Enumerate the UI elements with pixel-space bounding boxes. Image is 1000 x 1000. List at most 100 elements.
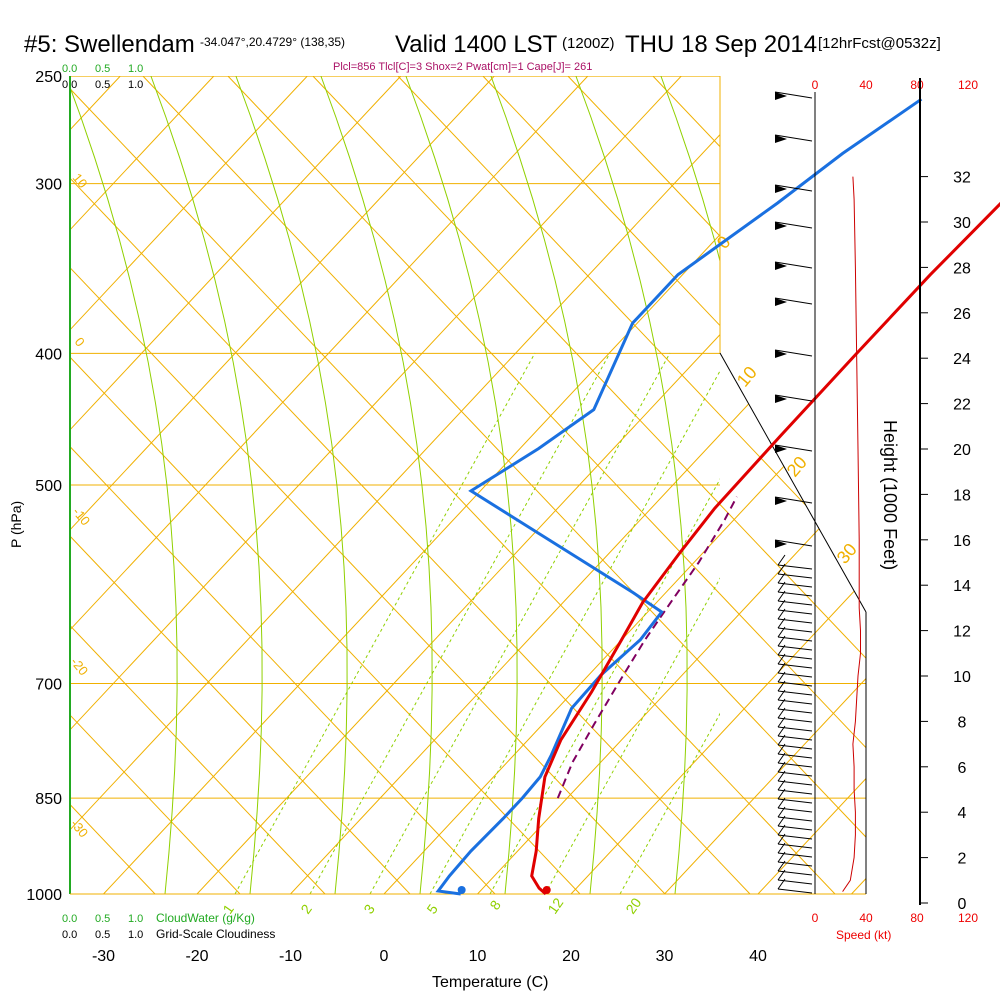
cloudiness-tick-bottom: 1.0	[128, 929, 143, 941]
wind-barb-feather	[777, 599, 786, 611]
cloudiness-tick-top: 1.0	[128, 79, 143, 91]
station-title: #5: Swellendam	[24, 31, 195, 58]
dry-adiabat-line	[70, 266, 666, 894]
speed-tick-label-top: 120	[958, 78, 978, 92]
dry-adiabat-line	[70, 714, 241, 894]
dry-adiabat-line	[70, 535, 411, 894]
wind-barb-feather	[777, 752, 786, 764]
temperature-line	[530, 201, 1000, 896]
dry-adiabat-line	[227, 76, 720, 595]
wind-barb-feather	[777, 653, 786, 665]
wind-barb-feather	[777, 734, 786, 746]
wind-barb	[774, 349, 813, 357]
moist-adiabat-label: -10	[70, 504, 94, 528]
speed-tick-label-bottom: 40	[859, 911, 873, 925]
frame-diagonal	[719, 352, 867, 613]
pressure-tick-label: 300	[35, 177, 62, 194]
dry-adiabat-label: 20	[783, 452, 811, 480]
dry-adiabat-line	[312, 76, 720, 506]
wind-barb-feather	[777, 617, 786, 629]
isotherm-line	[290, 433, 720, 894]
height-tick-label: 20	[953, 442, 971, 459]
wind-barb-feather	[777, 563, 786, 575]
wind-barb-feather	[777, 761, 786, 773]
wind-barb	[774, 297, 813, 305]
wind-barb-feather	[777, 572, 786, 584]
wind-barb-feather	[777, 554, 786, 566]
cloudwater-tick-bottom: 0.5	[95, 913, 110, 925]
height-tick-label: 2	[958, 851, 967, 868]
station-coords: -34.047°,20.4729° (138,35)	[200, 35, 345, 49]
isotherm-line	[570, 733, 720, 894]
wind-barb-feather	[777, 725, 786, 737]
mixing-ratio-line	[429, 370, 720, 894]
wind-barbs	[774, 91, 813, 894]
dewpoint-line	[435, 97, 923, 896]
pressure-tick-label: 700	[35, 677, 62, 694]
wind-barb-flag	[775, 540, 787, 548]
speed-tick-label-bottom: 120	[958, 911, 978, 925]
wind-barb-feather	[777, 779, 786, 791]
dry-adiabat-line	[70, 624, 326, 894]
mixing-ratio-line	[489, 478, 720, 894]
moist-adiabat-line	[405, 76, 518, 894]
surface-dewpoint-dot	[457, 886, 466, 894]
isotherm-line	[720, 353, 866, 894]
wind-barb-feather	[777, 869, 786, 881]
forecast-run: [12hrFcst@0532z]	[818, 35, 941, 52]
height-tick-label: 18	[953, 487, 971, 504]
wind-barb-feather	[777, 806, 786, 818]
height-tick-label: 24	[953, 351, 971, 368]
wind-barb-feather	[777, 860, 786, 872]
moist-adiabat-label: -20	[68, 654, 92, 678]
mixing-ratio-label: 12	[544, 895, 566, 917]
cloudiness-tick-bottom: 0.0	[62, 929, 77, 941]
temperature-axis: -30 -20 -10 0 10 20 30 40	[92, 948, 767, 965]
dry-adiabat-line	[142, 76, 720, 685]
cloudwater-tick-top: 0.0	[62, 63, 77, 75]
wind-barb-feather	[777, 716, 786, 728]
wind-barb-feather	[777, 698, 786, 710]
cloudwater-tick-top: 1.0	[128, 63, 143, 75]
wind-barb-feather	[777, 644, 786, 656]
moist-adiabat-line	[235, 76, 348, 894]
parcel-trace-line	[556, 496, 738, 799]
mixing-ratio-label: 5	[423, 901, 441, 917]
wind-barb-feather	[777, 626, 786, 638]
height-tick-label: 4	[958, 805, 967, 822]
surface-temperature-dot	[542, 886, 551, 894]
dry-adiabat-line	[567, 76, 720, 237]
isotherm-line	[70, 133, 720, 831]
wind-barb-feather	[777, 842, 786, 854]
height-tick-label: 12	[953, 624, 971, 641]
isotherm-line	[70, 76, 215, 231]
moist-adiabat-line	[575, 76, 688, 894]
mixing-ratio-line	[309, 352, 611, 894]
valid-time: Valid 1400 LST	[395, 31, 558, 58]
moist-adiabat-label: 0	[72, 334, 88, 349]
isotherm-line	[70, 76, 589, 631]
cloudwater-tick-top: 0.5	[95, 63, 110, 75]
pressure-axis-title: P (hPa)	[8, 501, 24, 548]
isotherm-line	[196, 333, 720, 894]
wind-barb-feather	[777, 788, 786, 800]
temperature-tick-label: 30	[656, 948, 674, 965]
cloudwater-tick-bottom: 1.0	[128, 913, 143, 925]
wind-barb-feather	[777, 590, 786, 602]
isotherm-line	[851, 353, 866, 894]
mixing-ratio-label: 20	[622, 895, 644, 917]
isotherm-line	[477, 633, 720, 894]
speed-tick-label-bottom: 0	[812, 911, 819, 925]
wind-barb-feather	[777, 797, 786, 809]
pressure-axis: 250 300 400 500 700 850 1000	[26, 69, 62, 904]
cloudwater-tick-bottom: 0.0	[62, 913, 77, 925]
pressure-tick-label: 400	[35, 346, 62, 363]
height-axis-title: Height (1000 Feet)	[880, 420, 900, 570]
pressure-tick-label: 250	[35, 69, 62, 86]
pressure-tick-label: 850	[35, 791, 62, 808]
dry-adiabat-line	[482, 76, 720, 327]
height-tick-label: 10	[953, 669, 971, 686]
cloudwater-label: CloudWater (g/Kg)	[156, 911, 255, 925]
isotherm-line	[945, 76, 1000, 894]
